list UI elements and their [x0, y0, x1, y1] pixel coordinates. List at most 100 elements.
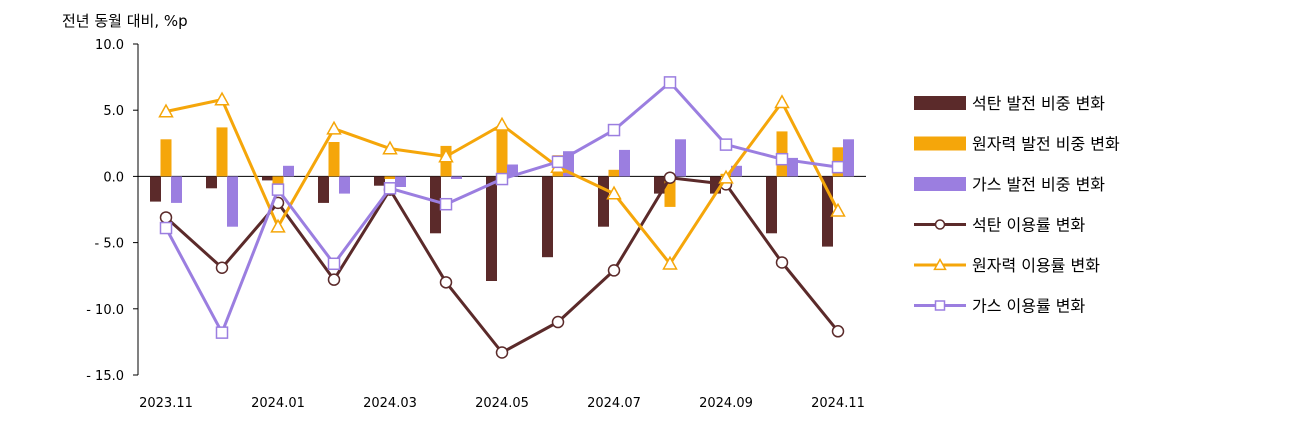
bar: [664, 176, 676, 207]
bar: [496, 128, 508, 177]
legend-label: 원자력 이용률 변화: [972, 256, 1100, 275]
bar: [216, 127, 228, 177]
bar: [160, 139, 172, 177]
line-point: [831, 325, 845, 338]
line-point: [831, 160, 845, 174]
line-point: [215, 261, 229, 275]
line-point: [270, 218, 286, 233]
legend-item: 가스 발전 비중 변화: [914, 175, 1105, 194]
line-point: [719, 138, 733, 151]
bar: [542, 176, 553, 258]
legend-swatch: [914, 136, 966, 151]
line-point: [271, 183, 285, 196]
y-tick-label: - 5.0: [95, 237, 125, 252]
bar: [283, 165, 294, 177]
bar: [563, 151, 574, 177]
bar-series: [150, 176, 833, 281]
axes: 10.0 5.0 0.0 - 5.0 - 10.0 - 15.0 2023.11 2024.0…: [86, 38, 866, 411]
x-tick-label: 2024.07: [587, 396, 641, 411]
legend-item: 석탄 발전 비중 변화: [914, 94, 1105, 113]
line-series: [159, 171, 845, 359]
line-point: [159, 211, 173, 224]
line-point: [326, 120, 342, 135]
legend-item: 원자력 이용률 변화: [914, 256, 1100, 275]
line-point: [383, 182, 397, 195]
bar: [150, 176, 161, 202]
bar: [843, 139, 854, 177]
bar: [654, 176, 665, 194]
line-point: [494, 116, 510, 131]
line-point: [215, 326, 229, 339]
line-point: [775, 256, 789, 269]
bar: [318, 176, 329, 203]
x-tick-label: 2024.05: [475, 396, 529, 411]
line-point: [551, 315, 565, 329]
y-tick-label: 0.0: [103, 170, 124, 185]
bar: [787, 157, 798, 177]
line-point: [159, 221, 173, 235]
bar: [486, 176, 497, 281]
line-point: [495, 172, 509, 186]
line-point: [327, 257, 341, 271]
bar: [227, 176, 238, 227]
line-series: [158, 91, 846, 270]
x-tick-label: 2024.11: [811, 396, 865, 411]
legend-swatch: [914, 96, 966, 110]
legend-item: 석탄 이용률 변화: [914, 216, 1085, 235]
line-point: [382, 140, 398, 155]
line-point: [606, 185, 622, 200]
bar: [608, 169, 620, 177]
y-tick-label: - 15.0: [86, 369, 124, 384]
x-tick-label: 2024.03: [363, 396, 417, 411]
line-point: [495, 346, 509, 359]
line-point: [214, 91, 230, 106]
x-tick-label: 2024.01: [251, 396, 305, 411]
line-point: [934, 300, 946, 311]
x-tick-label: 2024.09: [699, 396, 753, 411]
line-point: [933, 257, 947, 271]
line-point: [607, 264, 621, 277]
line-point: [439, 276, 453, 289]
line-point: [718, 169, 734, 184]
line-point: [607, 123, 621, 137]
bar: [766, 176, 777, 234]
line-point: [663, 171, 677, 184]
bar: [507, 164, 518, 177]
bar: [384, 176, 396, 179]
legend-label: 원자력 발전 비중 변화: [972, 135, 1120, 154]
bar: [206, 176, 217, 189]
line-point: [551, 155, 565, 169]
y-tick-label: 10.0: [95, 38, 124, 53]
y-tick-label: - 10.0: [86, 303, 124, 318]
line-series: [159, 76, 845, 339]
bar: [710, 176, 721, 194]
y-tick-label: 5.0: [103, 104, 124, 119]
legend-label: 석탄 발전 비중 변화: [972, 94, 1105, 113]
bar: [822, 176, 833, 247]
bar: [328, 142, 340, 177]
bar: [430, 176, 441, 234]
y-axis-unit-label: 전년 동월 대비, %p: [62, 12, 188, 30]
line-point: [774, 94, 790, 109]
legend-item: 원자력 발전 비중 변화: [914, 135, 1120, 154]
bar: [171, 176, 182, 203]
line-point: [327, 273, 341, 286]
bar: [619, 149, 630, 177]
bar: [262, 176, 273, 181]
bar-series: [171, 139, 854, 227]
line-point: [775, 152, 789, 166]
lines: [158, 76, 846, 359]
legend-label: 가스 이용률 변화: [972, 297, 1085, 316]
bar: [374, 176, 385, 186]
line-point: [662, 255, 678, 270]
bar: [272, 176, 284, 185]
bar: [731, 165, 742, 177]
line-point: [158, 103, 174, 118]
line-point: [663, 76, 677, 89]
bar: [339, 176, 350, 194]
x-tick-label: 2023.11: [139, 396, 193, 411]
legend-label: 석탄 이용률 변화: [972, 216, 1085, 235]
